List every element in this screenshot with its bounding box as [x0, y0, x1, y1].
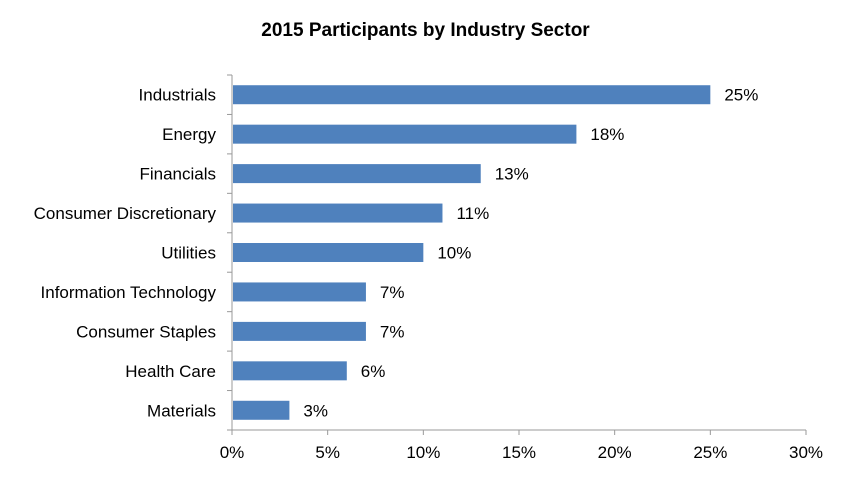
x-tick-label: 15% [502, 443, 536, 462]
data-label: 3% [303, 401, 328, 420]
category-label: Industrials [139, 86, 216, 105]
bar [233, 321, 366, 341]
x-tick-label: 5% [315, 443, 340, 462]
category-label: Health Care [125, 362, 216, 381]
bar [233, 282, 366, 302]
axes [227, 74, 807, 435]
x-tick-label: 25% [693, 443, 727, 462]
category-label: Information Technology [41, 283, 217, 302]
bar [233, 400, 290, 420]
bar [233, 124, 577, 144]
bars [233, 85, 711, 420]
bar [233, 203, 443, 223]
data-label: 11% [456, 204, 489, 223]
category-label: Materials [147, 401, 216, 420]
x-tick-label: 20% [598, 443, 632, 462]
bar [233, 243, 424, 262]
bar [233, 361, 347, 381]
x-tick-label: 10% [406, 443, 440, 462]
category-label: Consumer Staples [76, 322, 216, 341]
x-tick-label: 0% [220, 443, 245, 462]
category-label: Energy [162, 125, 216, 144]
data-label: 6% [361, 362, 386, 381]
x-tick-label: 30% [789, 443, 823, 462]
data-label: 13% [495, 165, 529, 184]
bar [233, 164, 481, 184]
data-label: 25% [724, 86, 758, 105]
data-label: 7% [380, 322, 405, 341]
bar [233, 85, 711, 105]
data-label: 18% [590, 125, 624, 144]
data-label: 10% [437, 244, 471, 263]
category-label: Financials [139, 165, 216, 184]
data-label: 7% [380, 283, 405, 302]
category-label: Consumer Discretionary [34, 204, 217, 223]
labels: 0% 5% 10% 15% 20% 25% 30% Industrials 25% Energy 1… [34, 86, 823, 462]
chart-title: 2015 Participants by Industry Sector [261, 20, 590, 41]
category-label: Utilities [161, 244, 216, 263]
